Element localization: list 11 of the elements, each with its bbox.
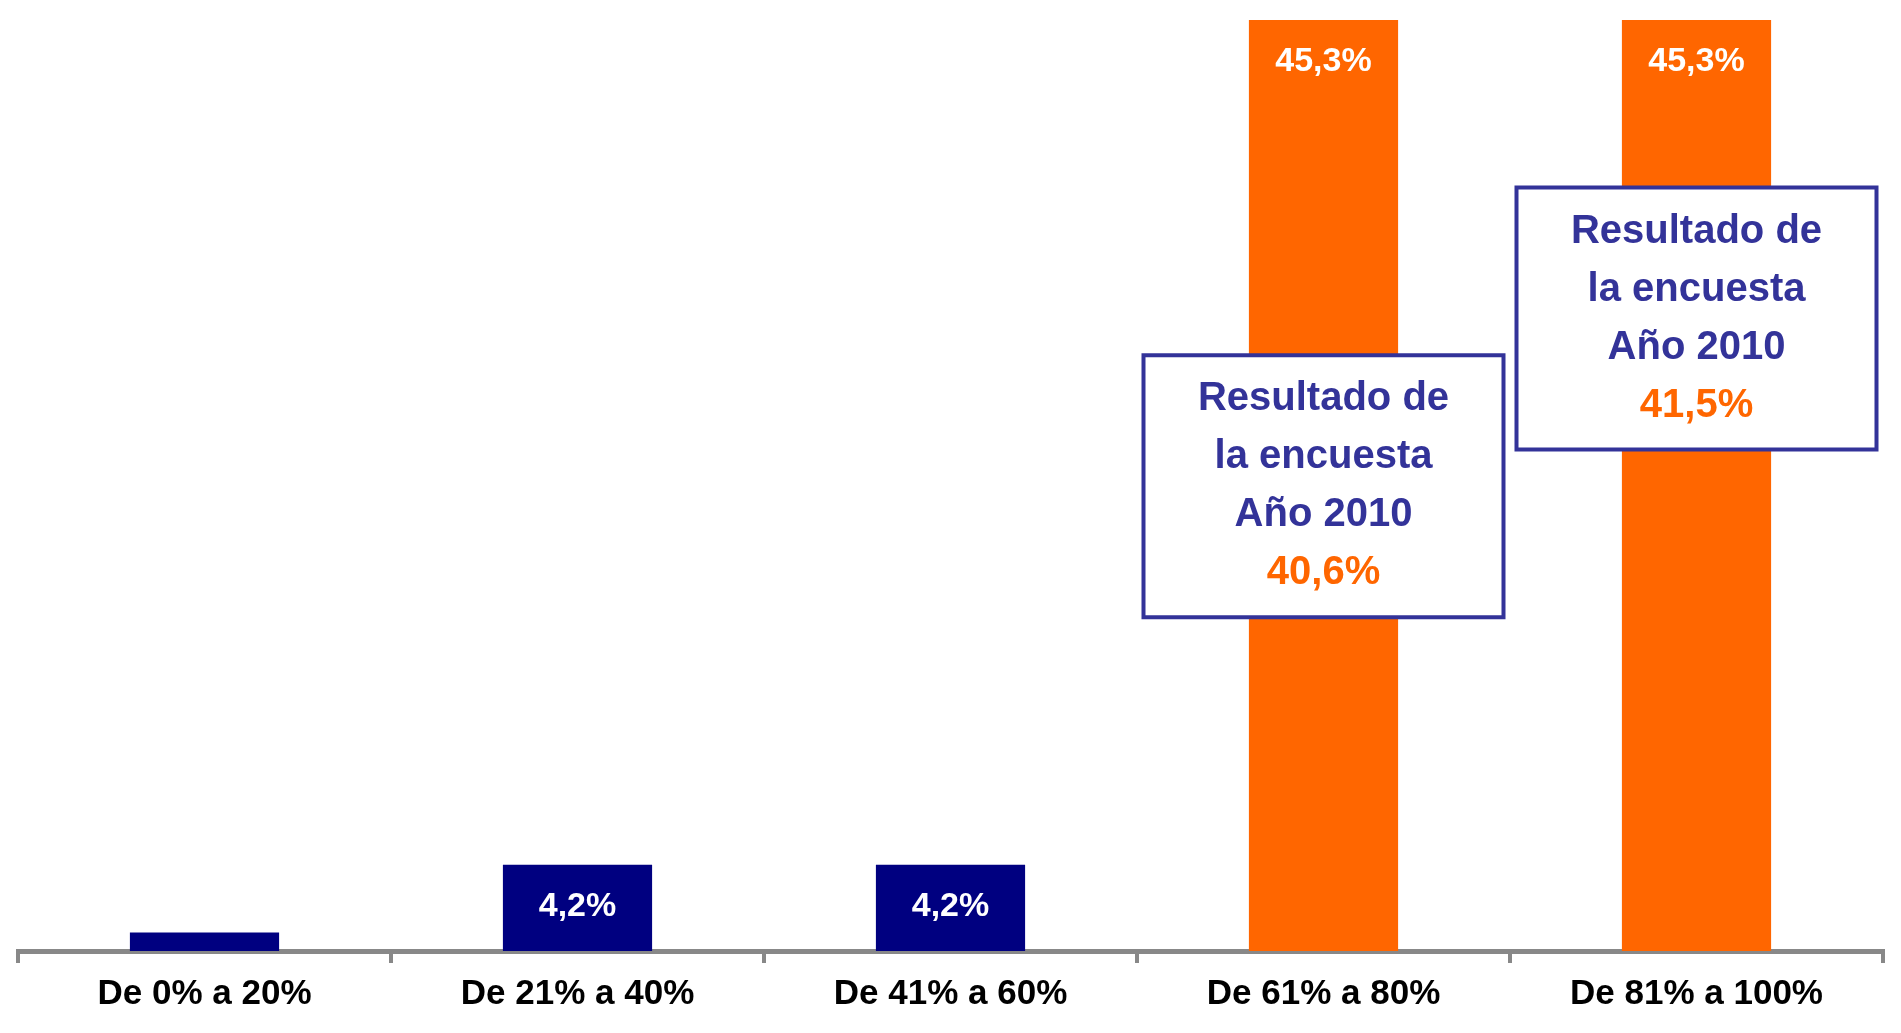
- data-label: 4,2%: [538, 885, 617, 924]
- x-tick-label: De 41% a 60%: [833, 971, 1068, 1011]
- annotation: Resultado de la encuesta Año 2010 41,5%: [1570, 206, 1823, 425]
- x-tick-label: De 81% a 100%: [1570, 971, 1823, 1011]
- x-tick-label: De 61% a 80%: [1206, 971, 1441, 1011]
- data-label: 45,3%: [1648, 40, 1745, 79]
- annotation: Resultado de la encuesta Año 2010 40,6%: [1197, 374, 1450, 593]
- data-label: 45,3%: [1275, 40, 1372, 79]
- x-tick-label: De 21% a 40%: [460, 971, 695, 1011]
- x-tick-label: De 0% a 20%: [97, 971, 312, 1011]
- data-label: 4,2%: [911, 885, 990, 924]
